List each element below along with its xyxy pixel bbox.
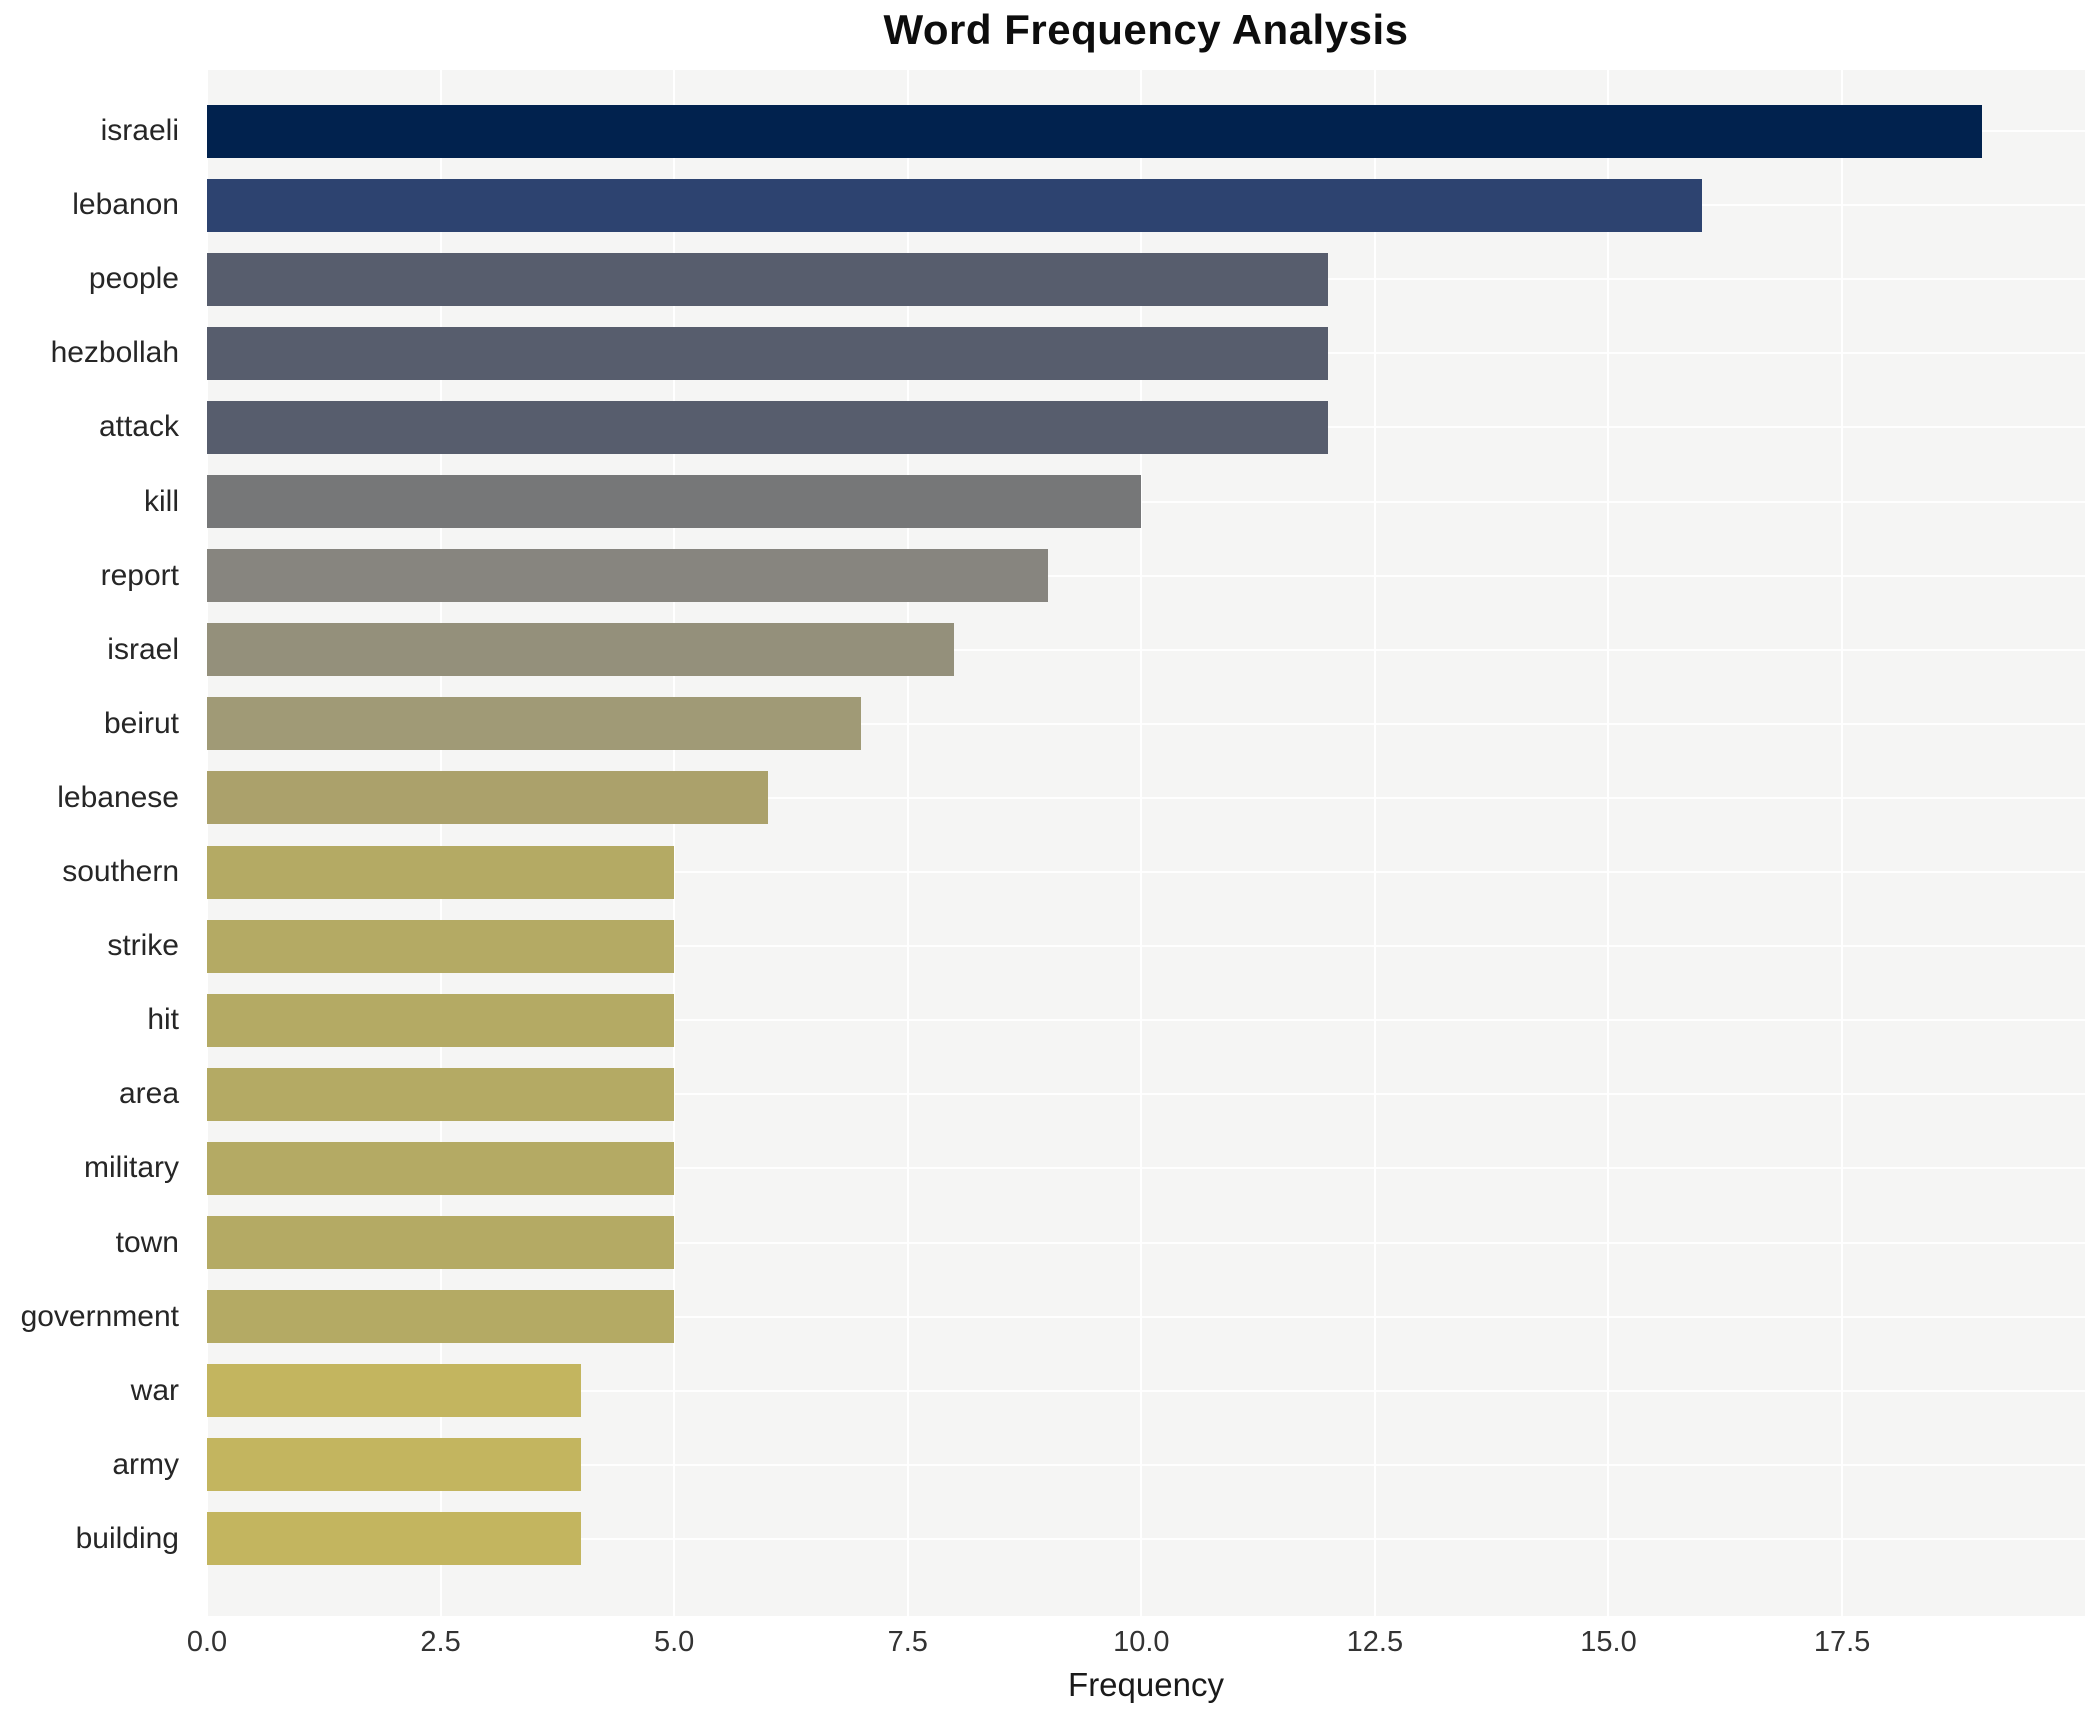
horizontal-gridline <box>207 1093 2085 1096</box>
bar <box>207 1364 581 1418</box>
x-tick-label: 0.0 <box>186 1626 228 1658</box>
bar <box>207 475 1142 528</box>
category-label: attack <box>98 410 179 444</box>
category-label: israeli <box>100 114 179 147</box>
x-tick-label: 2.5 <box>420 1626 461 1658</box>
bar <box>207 326 1329 380</box>
category-label: report <box>100 558 179 592</box>
category-label: government <box>20 1299 179 1333</box>
category-label: people <box>88 262 179 296</box>
vertical-gridline <box>906 70 909 1616</box>
bar <box>207 771 768 825</box>
bar <box>207 1512 581 1566</box>
horizontal-gridline <box>207 1167 2085 1170</box>
x-axis-label: Frequency <box>1068 1666 1224 1703</box>
x-tick-label: 12.5 <box>1346 1626 1404 1658</box>
horizontal-gridline <box>207 1537 2085 1540</box>
horizontal-gridline <box>207 1019 2085 1022</box>
bar <box>207 104 1983 158</box>
bar <box>207 1141 675 1195</box>
bar <box>207 549 1048 603</box>
category-label: lebanon <box>72 188 179 222</box>
category-label: hezbollah <box>50 336 179 370</box>
horizontal-gridline <box>207 945 2085 948</box>
plot-area <box>206 70 2085 1616</box>
bar <box>207 623 955 677</box>
bar <box>207 697 862 751</box>
category-label: israel <box>107 632 179 666</box>
category-label: hit <box>147 1003 179 1037</box>
x-axis-ticks: 0.0 2.5 5.0 7.5 10.0 12.5 15.0 17.5 <box>187 1626 2085 1666</box>
vertical-gridline <box>1607 70 1610 1616</box>
vertical-gridline <box>1373 70 1376 1616</box>
horizontal-gridline <box>207 500 2085 503</box>
x-tick-label: 15.0 <box>1580 1626 1637 1658</box>
bar <box>207 1290 675 1344</box>
horizontal-gridline <box>207 1241 2085 1244</box>
category-label: town <box>115 1225 179 1259</box>
horizontal-gridline <box>207 648 2085 651</box>
horizontal-gridline <box>207 1389 2085 1392</box>
bar <box>207 252 1329 306</box>
bar <box>207 1438 581 1492</box>
bar <box>207 178 1702 232</box>
chart-title: Word Frequency Analysis <box>883 6 1409 53</box>
horizontal-gridline <box>207 1463 2085 1466</box>
y-axis-labels: israeli lebanon people hezbollah attack kill r… <box>0 70 193 1616</box>
category-label: war <box>130 1373 179 1407</box>
category-label: strike <box>107 929 179 963</box>
bar <box>207 845 675 899</box>
bar <box>207 993 675 1047</box>
x-tick-label: 5.0 <box>653 1626 695 1658</box>
category-label: kill <box>144 484 179 518</box>
category-label: military <box>84 1151 179 1185</box>
category-label: building <box>75 1521 179 1555</box>
horizontal-gridline <box>207 574 2085 577</box>
vertical-gridline <box>1140 70 1143 1616</box>
category-label: beirut <box>103 706 179 740</box>
x-tick-label: 17.5 <box>1813 1626 1871 1658</box>
category-label: lebanese <box>57 780 179 814</box>
bar <box>207 919 675 973</box>
horizontal-gridline <box>207 722 2085 725</box>
x-tick-label: 7.5 <box>887 1626 928 1658</box>
vertical-gridline <box>673 70 676 1616</box>
category-label: southern <box>62 855 179 888</box>
horizontal-gridline <box>207 796 2085 799</box>
category-label: army <box>112 1447 179 1481</box>
vertical-gridline <box>206 70 208 1616</box>
horizontal-gridline <box>207 1315 2085 1318</box>
vertical-gridline <box>1841 70 1844 1616</box>
vertical-gridline <box>439 70 442 1616</box>
category-label: area <box>118 1077 179 1111</box>
horizontal-gridline <box>207 871 2085 873</box>
x-tick-label: 10.0 <box>1113 1626 1170 1658</box>
bar <box>207 1067 675 1121</box>
bar <box>207 1216 675 1269</box>
bar <box>207 400 1329 454</box>
